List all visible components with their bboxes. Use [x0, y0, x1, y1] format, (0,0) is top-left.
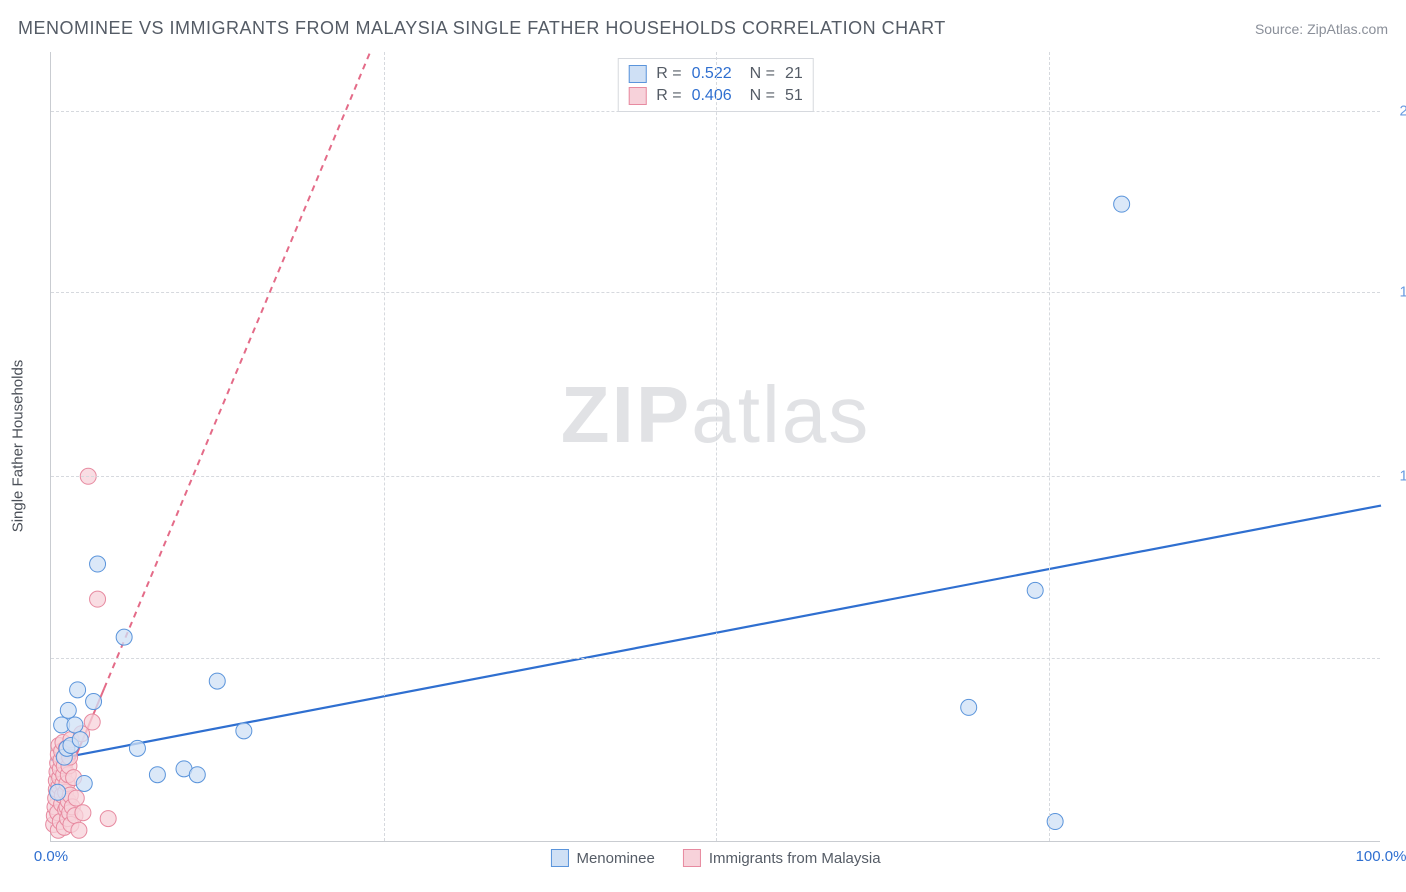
data-point [50, 784, 66, 800]
data-point [209, 673, 225, 689]
trendline [104, 52, 370, 688]
data-point [149, 767, 165, 783]
data-point [76, 775, 92, 791]
gridline-v [384, 52, 385, 841]
data-point [1114, 196, 1130, 212]
data-point [60, 702, 76, 718]
chart-title: MENOMINEE VS IMMIGRANTS FROM MALAYSIA SI… [18, 18, 946, 39]
legend-n-label: N = [750, 65, 775, 83]
data-point [71, 822, 87, 838]
data-point [100, 811, 116, 827]
series-legend-label: Menominee [576, 850, 654, 867]
y-tick-label: 18.8% [1399, 283, 1406, 300]
data-point [75, 805, 91, 821]
data-point [68, 790, 84, 806]
legend-swatch [683, 849, 701, 867]
series-legend: Menominee Immigrants from Malaysia [550, 849, 880, 867]
legend-n-label: N = [750, 87, 775, 105]
legend-r-label: R = [656, 87, 681, 105]
legend-r-value: 0.522 [692, 65, 732, 83]
legend-n-value: 51 [785, 87, 803, 105]
gridline-v [716, 52, 717, 841]
data-point [129, 740, 145, 756]
title-bar: MENOMINEE VS IMMIGRANTS FROM MALAYSIA SI… [18, 18, 1388, 39]
data-point [116, 629, 132, 645]
legend-swatch [550, 849, 568, 867]
legend-r-value: 0.406 [692, 87, 732, 105]
gridline-v [1049, 52, 1050, 841]
data-point [70, 682, 86, 698]
data-point [1027, 582, 1043, 598]
legend-n-value: 21 [785, 65, 803, 83]
data-point [189, 767, 205, 783]
data-point [90, 556, 106, 572]
data-point [84, 714, 100, 730]
source-label: Source: ZipAtlas.com [1255, 21, 1388, 37]
legend-swatch [628, 87, 646, 105]
data-point [86, 694, 102, 710]
y-tick-label: 12.5% [1399, 468, 1406, 485]
data-point [72, 732, 88, 748]
data-point [90, 591, 106, 607]
series-legend-label: Immigrants from Malaysia [709, 850, 881, 867]
legend-r-label: R = [656, 65, 681, 83]
data-point [67, 717, 83, 733]
data-point [236, 723, 252, 739]
plot-area: ZIPatlas R =0.522N =21R =0.406N =51 Meno… [50, 52, 1380, 842]
x-tick-label: 0.0% [34, 848, 68, 865]
y-axis-title: Single Father Households [10, 360, 27, 533]
x-tick-label: 100.0% [1356, 848, 1406, 865]
series-legend-item: Menominee [550, 849, 654, 867]
legend-swatch [628, 65, 646, 83]
y-tick-label: 25.0% [1399, 102, 1406, 119]
data-point [1047, 814, 1063, 830]
series-legend-item: Immigrants from Malaysia [683, 849, 881, 867]
data-point [961, 699, 977, 715]
